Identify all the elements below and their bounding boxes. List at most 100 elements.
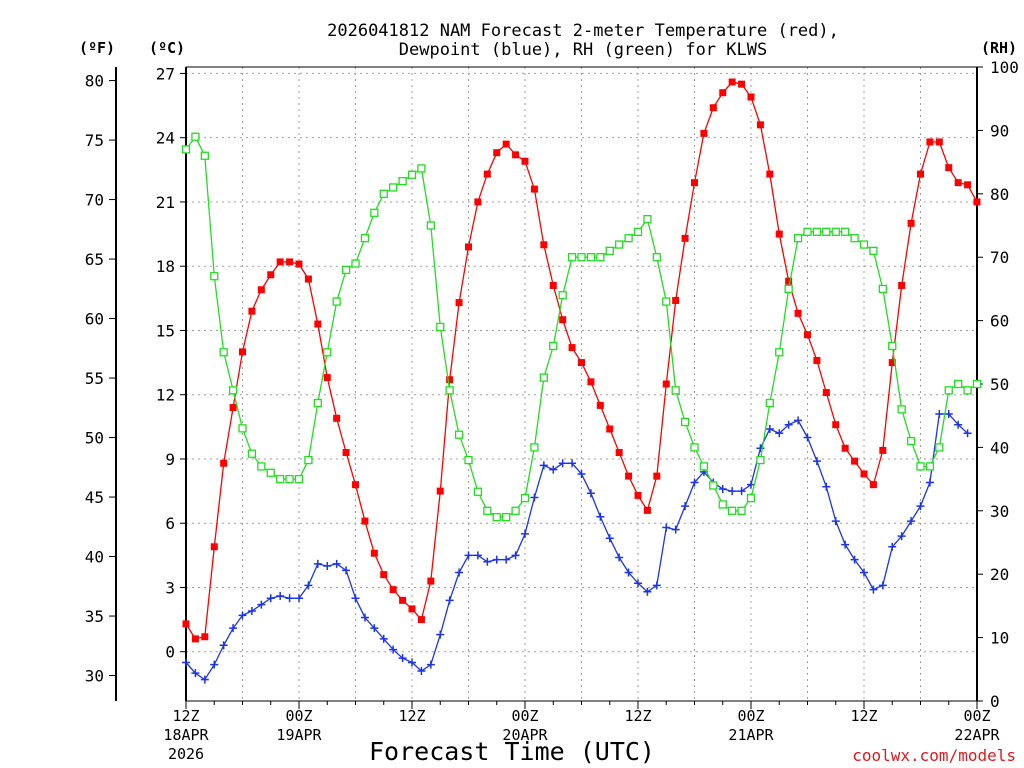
temperature-point <box>229 404 237 412</box>
dewpoint-point <box>737 487 746 496</box>
temperature-point <box>935 138 943 146</box>
rh-point <box>586 253 596 262</box>
dewpoint-point <box>605 534 614 543</box>
temperature-point <box>455 299 463 307</box>
rh-point <box>765 398 774 408</box>
rh-point <box>746 493 756 503</box>
celsius-tick-label: 9 <box>165 450 175 469</box>
dewpoint-point <box>502 555 511 564</box>
temperature-point <box>709 104 717 112</box>
rh-point <box>464 455 473 465</box>
dewpoint-point <box>888 542 897 551</box>
dewpoint-point <box>775 429 784 438</box>
temperature-point <box>417 616 425 624</box>
rh-point <box>680 417 690 427</box>
fahrenheit-tick-label: 65 <box>85 250 104 269</box>
temperature-point <box>719 89 727 97</box>
temperature-point <box>804 331 811 339</box>
rh-point <box>718 500 727 509</box>
dewpoint-point <box>784 420 793 429</box>
time-label-hour: 00Z <box>285 707 312 725</box>
temperature-point <box>672 296 680 304</box>
rh-point <box>963 386 972 395</box>
dewpoint-point <box>916 502 925 511</box>
time-label-date: 18APR <box>163 726 209 744</box>
temperature-point <box>559 316 567 324</box>
rh-point <box>313 398 322 408</box>
celsius-tick-label: 27 <box>156 64 175 83</box>
celsius-tick-label: 24 <box>156 129 175 148</box>
temperature-point <box>380 571 388 579</box>
temperature-point <box>361 517 369 525</box>
dewpoint-point <box>266 594 275 603</box>
temperature-point <box>427 577 435 585</box>
dewpoint-point <box>963 429 972 438</box>
dewpoint-point <box>596 512 605 521</box>
rh-point <box>398 176 407 186</box>
temperature-point <box>615 449 623 457</box>
dewpoint-series <box>182 409 972 684</box>
rh-tick-label: 0 <box>990 692 1000 711</box>
grid-lines <box>186 67 977 701</box>
rh-point <box>709 481 718 490</box>
rh-point <box>558 291 567 300</box>
rh-point <box>276 474 285 484</box>
temperature-point <box>399 596 407 604</box>
rh-point <box>436 322 445 332</box>
rh-tick-label: 40 <box>990 438 1009 457</box>
temperature-point <box>964 181 972 189</box>
temperature-point <box>389 586 397 594</box>
dewpoint-point <box>907 517 916 526</box>
temperature-point <box>483 170 491 178</box>
chart-title-line2: Dewpoint (blue), RH (green) for KLWS <box>399 40 767 60</box>
rh-point <box>530 443 539 452</box>
temperature-point <box>756 121 764 129</box>
celsius-tick-label: 15 <box>156 321 175 340</box>
rh-unit-label: (RH) <box>981 39 1017 57</box>
dewpoint-point <box>897 532 906 541</box>
temperature-point <box>917 170 924 178</box>
dewpoint-point <box>370 624 379 633</box>
temperature-point <box>295 260 303 268</box>
rh-point <box>916 462 925 471</box>
rh-point <box>181 145 191 154</box>
temperature-point <box>248 307 256 315</box>
dewpoint-point <box>455 568 464 577</box>
temperature-point <box>210 543 218 551</box>
rh-point <box>793 234 803 243</box>
temperature-point <box>888 359 896 367</box>
temperature-point <box>700 129 708 137</box>
fahrenheit-tick-label: 80 <box>85 72 104 91</box>
dewpoint-point <box>634 579 642 588</box>
rh-point <box>520 493 530 503</box>
temperature-point <box>945 164 953 172</box>
rh-point <box>266 468 275 477</box>
dewpoint-point <box>229 624 238 633</box>
temperature-point <box>352 481 359 489</box>
time-label-date: 21APR <box>728 726 774 744</box>
temperature-point <box>926 138 934 146</box>
rh-point <box>511 506 520 515</box>
rh-point <box>633 227 643 236</box>
rh-point <box>341 265 351 275</box>
time-label-date: 19APR <box>276 726 322 744</box>
temperature-point <box>286 258 294 266</box>
temperature-point <box>728 78 736 86</box>
rh-point <box>332 297 341 306</box>
celsius-tick-label: 6 <box>165 514 175 533</box>
dewpoint-point <box>295 594 303 603</box>
fahrenheit-tick-label: 75 <box>85 131 104 150</box>
rh-point <box>841 227 850 236</box>
time-label-hour: 12Z <box>624 707 651 725</box>
rh-point <box>925 462 935 471</box>
dewpoint-point <box>662 523 671 532</box>
temperature-point <box>446 376 454 384</box>
rh-tick-label: 100 <box>990 58 1019 77</box>
dewpoint-point <box>351 594 360 603</box>
rh-point <box>360 234 370 243</box>
temperature-point <box>549 281 557 289</box>
dewpoint-point <box>671 525 680 534</box>
temperature-point <box>239 348 246 356</box>
temperature-point <box>474 198 482 206</box>
temperature-point <box>822 389 830 397</box>
